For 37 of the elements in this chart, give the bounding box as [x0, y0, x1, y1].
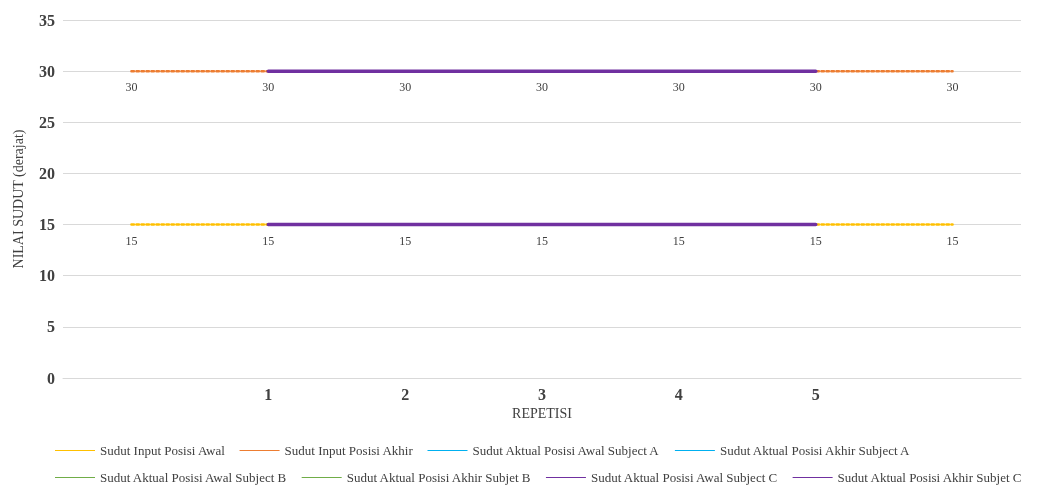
data-label: 15 [809, 233, 822, 248]
data-label: 30 [946, 80, 959, 95]
x-tick-label: 5 [811, 385, 820, 403]
data-label: 15 [125, 233, 138, 248]
legend-label: Sudut Aktual Posisi Awal Subject B [100, 470, 287, 485]
y-tick-label: 15 [39, 216, 55, 234]
data-label: 15 [262, 233, 275, 248]
legend-label: Sudut Aktual Posisi Akhir Subjet C [837, 470, 1022, 485]
data-label: 30 [125, 80, 138, 95]
x-axis-title: REPETISI [512, 406, 573, 422]
data-label: 15 [672, 233, 685, 248]
y-tick-label: 10 [39, 267, 55, 285]
data-label: 15 [946, 233, 959, 248]
data-label: 30 [536, 80, 548, 95]
legend-label: Sudut Input Posisi Akhir [284, 443, 414, 458]
y-tick-label: 25 [39, 113, 55, 131]
data-label: 15 [536, 233, 548, 248]
x-tick-label: 1 [264, 385, 273, 403]
x-tick-label: 2 [401, 385, 410, 403]
data-label: 30 [262, 80, 275, 95]
legend-label: Sudut Aktual Posisi Akhir Subjet B [346, 470, 531, 485]
data-label: 15 [399, 233, 412, 248]
y-tick-label: 20 [39, 164, 55, 182]
x-tick-label: 4 [674, 385, 683, 403]
legend-label: Sudut Aktual Posisi Akhir Subject A [719, 443, 911, 458]
y-tick-label: 30 [39, 62, 55, 80]
x-tick-label: 3 [538, 385, 546, 403]
y-tick-label: 35 [39, 11, 55, 29]
legend-label: Sudut Aktual Posisi Awal Subject C [590, 470, 778, 485]
data-label: 30 [399, 80, 412, 95]
legend-label: Sudut Aktual Posisi Awal Subject A [472, 443, 660, 458]
y-axis-title: NILAI SUDUT (derajat) [10, 129, 27, 269]
y-tick-label: 0 [47, 369, 55, 387]
y-tick-label: 5 [47, 318, 55, 336]
data-label: 30 [672, 80, 685, 95]
legend-label: Sudut Input Posisi Awal [100, 443, 226, 458]
data-label: 30 [809, 80, 822, 95]
